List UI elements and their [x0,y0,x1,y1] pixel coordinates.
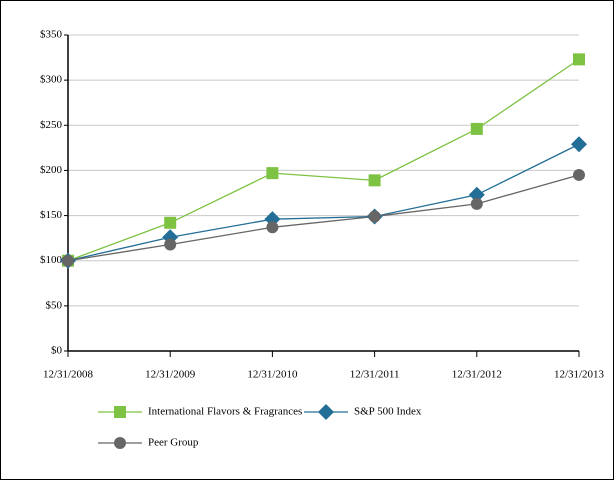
y-tick-label: $0 [51,345,63,357]
data-point [573,168,585,181]
data-point [62,254,74,267]
x-tick-label: 12/31/2012 [452,369,502,381]
data-point [468,186,485,203]
data-point [266,221,279,234]
y-tick-label: $150 [40,209,63,221]
legend-marker [318,404,334,420]
legend-marker [114,437,126,449]
y-tick-label: $50 [46,299,63,311]
data-point [470,122,483,135]
x-tick-label: 12/31/2008 [43,369,94,381]
data-point [266,167,279,180]
series-line [67,174,580,262]
y-tick-label: $350 [40,29,63,41]
legend-label: Peer Group [148,437,199,449]
y-tick-label: $100 [40,254,63,266]
data-point [164,216,177,229]
series-line [67,58,580,262]
legend-label: International Flavors & Fragrances [148,406,302,418]
data-point [470,197,483,210]
data-point [573,53,585,66]
data-point [368,210,381,223]
legend-label: S&P 500 Index [354,406,422,418]
y-tick-label: $200 [40,164,63,176]
x-tick-label: 12/31/2013 [554,369,605,381]
x-tick-label: 12/31/2011 [350,369,400,381]
legend-marker [114,406,126,418]
y-tick-label: $300 [40,74,63,86]
y-tick-label: $250 [40,119,63,131]
data-point [164,238,177,251]
data-point [368,174,381,187]
data-point [571,136,587,153]
x-tick-label: 12/31/2009 [145,369,196,381]
series-line [67,143,580,262]
x-tick-label: 12/31/2010 [247,369,298,381]
